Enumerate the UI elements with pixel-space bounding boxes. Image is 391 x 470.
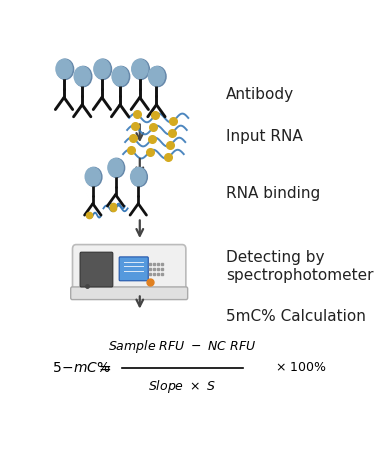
- Text: Input RNA: Input RNA: [226, 129, 303, 144]
- Text: $=$: $=$: [96, 360, 112, 375]
- FancyBboxPatch shape: [80, 252, 113, 287]
- Circle shape: [133, 59, 149, 79]
- Circle shape: [132, 59, 148, 78]
- Text: $\mathbf{\mathit{Slope\ \times\ S}}$: $\mathbf{\mathit{Slope\ \times\ S}}$: [148, 378, 216, 395]
- Circle shape: [56, 59, 72, 78]
- Circle shape: [149, 66, 166, 86]
- FancyBboxPatch shape: [72, 244, 186, 295]
- Circle shape: [85, 167, 100, 186]
- Text: RNA binding: RNA binding: [226, 187, 320, 202]
- Circle shape: [149, 67, 165, 86]
- FancyBboxPatch shape: [119, 257, 148, 281]
- Circle shape: [57, 59, 74, 79]
- Text: 5mC% Calculation: 5mC% Calculation: [226, 309, 366, 324]
- Text: Detecting by
spectrophotometer: Detecting by spectrophotometer: [226, 250, 374, 282]
- Text: $\mathbf{\mathit{Sample\ RFU\ -\ NC\ RFU}}$: $\mathbf{\mathit{Sample\ RFU\ -\ NC\ RFU…: [108, 338, 256, 355]
- Circle shape: [112, 67, 128, 86]
- Circle shape: [86, 167, 102, 187]
- Text: Antibody: Antibody: [226, 87, 294, 102]
- Circle shape: [109, 158, 125, 178]
- Circle shape: [74, 67, 90, 86]
- Text: $\mathbf{\mathit{5\!-\!mC\%}}$: $\mathbf{\mathit{5\!-\!mC\%}}$: [52, 360, 111, 375]
- FancyBboxPatch shape: [71, 287, 188, 299]
- Circle shape: [75, 66, 92, 86]
- Circle shape: [94, 59, 110, 78]
- Circle shape: [95, 59, 111, 79]
- Text: $\mathbf{\mathit{\times\ 100\%}}$: $\mathbf{\mathit{\times\ 100\%}}$: [274, 361, 326, 374]
- Circle shape: [113, 66, 130, 86]
- Circle shape: [131, 167, 146, 186]
- Circle shape: [108, 158, 123, 177]
- Circle shape: [131, 167, 147, 187]
